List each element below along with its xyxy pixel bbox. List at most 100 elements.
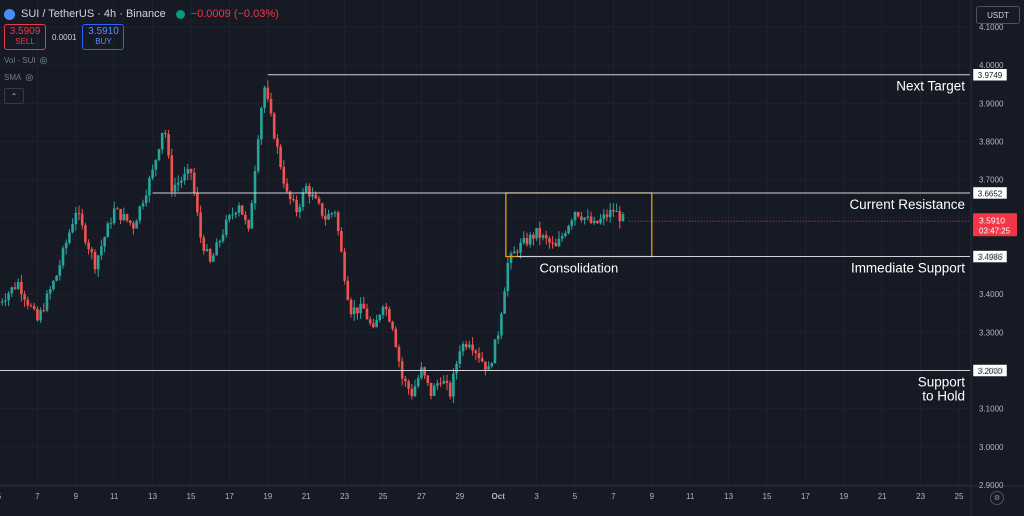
candle-body (58, 265, 62, 276)
candle-body (378, 314, 382, 321)
indicator-volume[interactable]: Vol · SUI ◎ (4, 55, 47, 66)
candle-body (573, 212, 577, 221)
candle-body (260, 108, 263, 140)
x-tick-label: 11 (110, 492, 119, 501)
candle-body (112, 208, 116, 224)
x-tick-label: 15 (187, 492, 196, 501)
indicator-sma[interactable]: SMA ◎ (4, 72, 33, 83)
candle-body (55, 275, 58, 281)
x-tick-label: 17 (801, 492, 810, 501)
candle-body (7, 293, 10, 301)
level-price-tag (972, 250, 1008, 263)
x-tick-label: 15 (763, 492, 772, 501)
sell-price: 3.5909 (9, 26, 41, 37)
candle-body (247, 220, 250, 229)
y-tick-label: 2.9000 (979, 481, 1004, 490)
candle-body (231, 214, 234, 216)
current-price-tag (973, 213, 1017, 237)
candle-body (42, 310, 46, 312)
candle-body (586, 216, 590, 218)
candle-body (314, 194, 318, 199)
candle-body (122, 214, 126, 221)
candle-body (356, 307, 359, 314)
x-tick-label: 3 (534, 492, 539, 501)
candle-body (266, 87, 270, 99)
candle-body (336, 212, 340, 232)
y-tick-label: 3.8000 (979, 138, 1004, 147)
candle-body (269, 98, 273, 114)
eye-hidden-icon[interactable]: ◎ (39, 55, 48, 65)
candle-body (154, 159, 158, 170)
buy-price: 3.5910 (88, 26, 119, 37)
candle-body (612, 209, 615, 212)
candle-body (458, 351, 462, 364)
x-tick-label: 23 (340, 492, 349, 501)
candle-body (224, 219, 228, 235)
candle-body (394, 328, 398, 347)
candle-body (308, 186, 311, 197)
candle-body (196, 193, 199, 213)
candle-body (346, 280, 350, 300)
candle-body (52, 280, 55, 290)
candle-body (365, 308, 369, 320)
sui-logo-icon (4, 8, 15, 20)
candle-body (221, 234, 225, 242)
level-price-label: 3.4986 (978, 253, 1003, 262)
candle-body (439, 383, 442, 385)
candle-body (349, 299, 353, 315)
candle-body (362, 303, 366, 309)
candle-body (416, 378, 420, 387)
spread-value: 0.0001 (52, 32, 77, 42)
candle-body (452, 373, 455, 397)
level-annotation: Next Target (896, 79, 965, 94)
buy-label: BUY (95, 37, 112, 46)
x-tick-label: 19 (263, 492, 272, 501)
candle-body (164, 132, 167, 134)
currency-selector[interactable]: USDT (976, 6, 1020, 24)
y-tick-label: 3.1000 (979, 405, 1004, 414)
candle-body (10, 287, 14, 294)
eye-hidden-icon[interactable]: ◎ (25, 72, 34, 82)
symbol-title[interactable]: SUI / TetherUS · 4h · Binance (21, 8, 166, 20)
candle-body (29, 305, 33, 307)
candle-body (141, 203, 145, 207)
candle-body (90, 249, 94, 253)
x-tick-label: 11 (686, 492, 695, 501)
candle-body (615, 211, 618, 213)
candle-body (244, 214, 247, 221)
candle-body (596, 220, 599, 224)
candle-body (48, 289, 52, 294)
candle-body (45, 293, 49, 311)
buy-button[interactable]: 3.5910 BUY (82, 24, 125, 50)
candle-body (423, 367, 426, 376)
consolidation-label: Consolidation (539, 261, 618, 276)
x-tick-label: Oct (492, 492, 506, 501)
candle-body (176, 182, 180, 185)
candle-body (106, 223, 110, 238)
candle-body (128, 220, 132, 224)
candle-body (333, 212, 337, 214)
settings-icon[interactable]: ⚙ (990, 491, 1004, 505)
candle-body (138, 206, 142, 221)
candle-body (237, 205, 241, 213)
sell-button[interactable]: 3.5909 SELL (4, 24, 46, 50)
candle-body (202, 237, 206, 251)
collapse-indicators-button[interactable]: ⌃ (4, 88, 24, 104)
candle-body (215, 242, 218, 256)
countdown-label: 03:47:25 (979, 226, 1011, 235)
candle-body (468, 344, 471, 348)
candle-body (442, 380, 446, 384)
candle-body (80, 213, 84, 226)
consolidation-box (505, 192, 653, 258)
candle-body (503, 291, 506, 314)
candle-body (538, 227, 542, 238)
candle-body (212, 255, 215, 262)
candle-body (541, 235, 545, 238)
candle-body (96, 255, 100, 270)
candle-body (189, 168, 193, 173)
x-tick-label: 25 (955, 492, 964, 501)
candle-body (589, 216, 593, 223)
candle-body (228, 215, 231, 220)
candle-body (471, 344, 474, 351)
